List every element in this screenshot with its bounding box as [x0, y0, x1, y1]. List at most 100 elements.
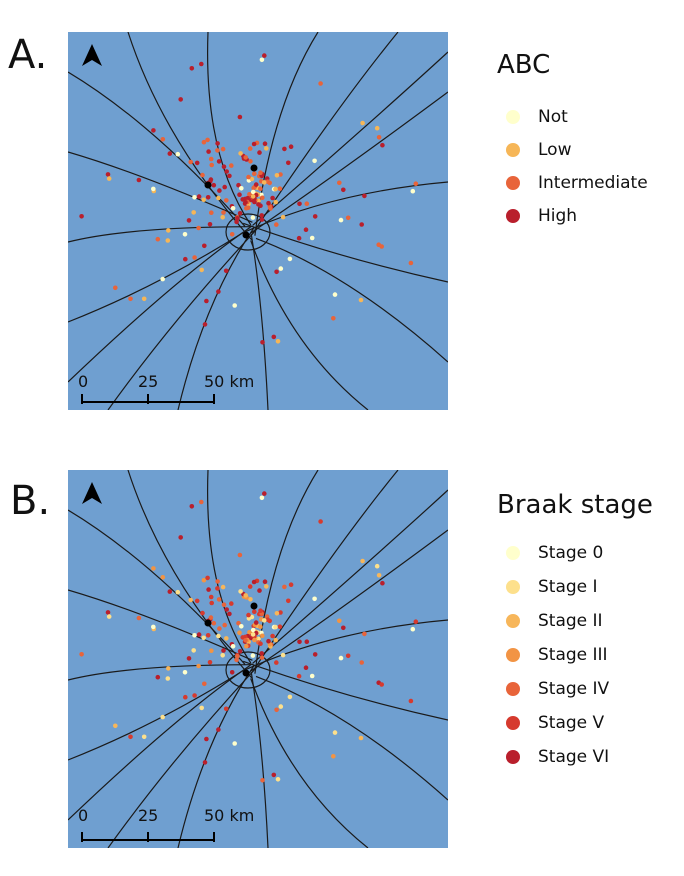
- sample-point: [188, 159, 193, 165]
- road-line: [68, 71, 246, 227]
- sample-point: [258, 608, 263, 613]
- sample-point: [288, 144, 294, 149]
- sample-point: [220, 146, 226, 152]
- ring-road: [225, 213, 271, 251]
- road-line: [68, 664, 252, 681]
- sample-point: [235, 216, 240, 221]
- sample-point: [262, 579, 268, 584]
- legend-a-title: ABC: [497, 50, 551, 80]
- sample-point: [278, 610, 283, 615]
- sample-point: [246, 612, 251, 618]
- sample-point: [259, 495, 265, 501]
- sample-point: [277, 624, 283, 629]
- sample-point: [253, 620, 259, 625]
- sample-point: [141, 296, 147, 302]
- sample-point: [253, 182, 259, 187]
- sample-point: [360, 558, 365, 564]
- road-line: [68, 670, 244, 761]
- sample-point: [204, 736, 209, 742]
- sample-point: [271, 772, 277, 778]
- sample-point: [209, 162, 214, 168]
- sample-point: [238, 589, 243, 594]
- legend-label: Stage V: [538, 713, 605, 733]
- sample-point: [79, 214, 84, 219]
- sample-point: [151, 624, 156, 630]
- city-marker: [250, 164, 258, 172]
- sample-point: [160, 714, 165, 720]
- sample-point: [277, 186, 283, 191]
- sample-point: [252, 609, 257, 614]
- sample-point: [237, 211, 243, 216]
- sample-point: [274, 611, 280, 616]
- legend-swatch: [506, 682, 520, 696]
- sample-point: [267, 618, 272, 624]
- sample-point: [178, 97, 183, 102]
- sample-point: [236, 182, 241, 188]
- sample-point: [236, 620, 241, 626]
- sample-point: [105, 610, 111, 615]
- sample-point: [239, 624, 244, 629]
- sample-point: [270, 195, 275, 201]
- sample-point: [341, 625, 346, 631]
- sample-point: [199, 499, 204, 505]
- sample-point: [128, 296, 133, 302]
- ring-road: [225, 651, 271, 689]
- sample-point: [238, 151, 243, 156]
- sample-point: [408, 698, 414, 704]
- sample-point: [358, 735, 364, 741]
- sample-point: [216, 597, 222, 602]
- sample-point: [196, 194, 202, 199]
- road-line: [207, 470, 252, 664]
- sample-point: [248, 597, 253, 602]
- sample-point: [220, 584, 226, 590]
- sample-point: [250, 632, 256, 637]
- sample-point: [207, 222, 213, 227]
- sample-point: [258, 641, 263, 646]
- sample-point: [259, 655, 265, 660]
- sample-point: [229, 601, 234, 606]
- road-line: [68, 589, 253, 661]
- road-line: [207, 32, 252, 226]
- sample-point: [240, 635, 245, 640]
- sample-point: [286, 598, 291, 604]
- sample-point: [201, 635, 206, 641]
- sample-point: [360, 120, 365, 126]
- sample-point: [211, 620, 217, 626]
- legend-swatch: [506, 209, 520, 223]
- sample-point: [273, 186, 278, 192]
- sample-point: [209, 648, 214, 653]
- sample-point: [201, 197, 206, 203]
- sample-point: [264, 146, 269, 151]
- sample-point: [408, 260, 414, 266]
- sample-point: [207, 660, 213, 665]
- road-line: [68, 151, 253, 223]
- sample-point: [338, 655, 344, 661]
- legend-label: Not: [538, 107, 568, 127]
- road-line: [177, 227, 255, 410]
- sample-point: [237, 649, 243, 654]
- sample-point: [278, 266, 284, 271]
- sample-point: [205, 633, 211, 638]
- road-line: [255, 237, 448, 363]
- scale-bar: [81, 394, 215, 404]
- sample-point: [250, 653, 256, 658]
- sample-point: [232, 303, 237, 308]
- sample-point: [260, 340, 265, 345]
- sample-point: [206, 587, 211, 592]
- sample-point: [250, 627, 256, 633]
- sample-point: [105, 172, 111, 177]
- sample-point: [160, 137, 166, 142]
- sample-point: [259, 217, 265, 222]
- sample-point: [379, 682, 385, 687]
- sample-point: [413, 181, 419, 186]
- sample-point: [341, 187, 346, 193]
- sample-point: [266, 638, 271, 644]
- sample-point: [251, 141, 257, 147]
- sample-point: [160, 276, 165, 282]
- sample-point: [234, 219, 239, 225]
- sample-point: [278, 172, 283, 177]
- legend-label: Stage I: [538, 577, 598, 597]
- legend-swatch: [506, 110, 520, 124]
- city-marker: [204, 181, 212, 189]
- sample-point: [259, 57, 265, 63]
